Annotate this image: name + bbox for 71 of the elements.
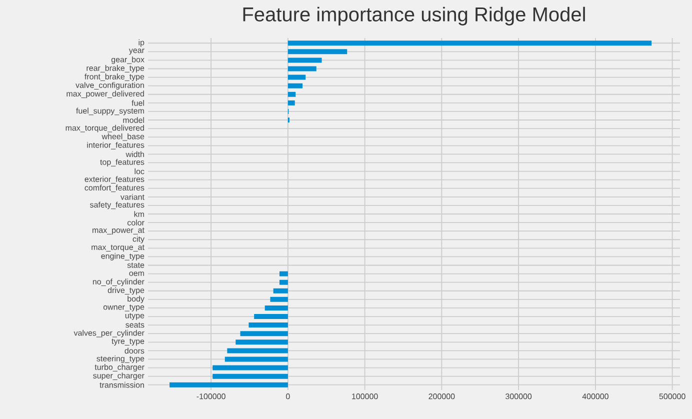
y-tick-label: body	[128, 296, 144, 304]
y-tick-label: interior_features	[87, 142, 144, 150]
y-tick-label: variant	[120, 194, 144, 200]
y-tick-label: ip	[138, 39, 144, 47]
y-tick-label: front_brake_type	[84, 74, 144, 82]
y-tick-label: steering_type	[96, 356, 144, 363]
y-tick-label: engine_type	[101, 252, 144, 260]
y-tick-label: gear_box	[111, 56, 144, 64]
bar	[212, 374, 288, 379]
y-tick-label: state	[127, 262, 144, 268]
bar	[227, 348, 288, 354]
y-tick-label: max_torque_delivered	[66, 124, 144, 132]
y-tick-label: super_charger	[93, 372, 144, 380]
y-tick-label: rear_brake_type	[86, 65, 144, 72]
bar	[170, 382, 288, 388]
y-tick-label: tyre_type	[112, 338, 144, 346]
y-tick-label: owner_type	[103, 304, 144, 312]
x-tick-label: -100000	[196, 394, 226, 400]
y-tick-label: valve_configuration	[76, 82, 144, 90]
y-tick-label: top_features	[100, 159, 144, 166]
y-tick-label: drive_type	[108, 287, 144, 295]
bar	[236, 340, 288, 345]
y-tick-label: utype	[125, 313, 144, 320]
bar	[273, 288, 288, 294]
y-tick-label: oem	[129, 272, 144, 276]
y-tick-label: exterior_features	[84, 176, 144, 184]
y-tick-label: doors	[124, 348, 144, 354]
x-tick-label: 0	[286, 394, 290, 400]
x-tick-label: 500000	[659, 394, 686, 400]
x-tick-label: 300000	[506, 394, 532, 400]
y-tick-label: turbo_charger	[94, 364, 144, 372]
bar	[264, 305, 288, 310]
y-tick-label: max_torque_at	[92, 244, 144, 252]
y-tick-label: fuel_suppy_system	[76, 108, 144, 116]
bar	[212, 365, 288, 370]
y-tick-label: seats	[126, 322, 144, 328]
y-tick-label: transmission	[100, 382, 144, 388]
y-tick-label: city	[132, 236, 144, 244]
bar	[254, 314, 288, 320]
y-tick-label: max_power_delivered	[66, 90, 144, 98]
y-tick-label: loc	[134, 168, 144, 174]
y-tick-label: width	[126, 151, 144, 158]
bar	[270, 296, 288, 302]
x-tick-label: 400000	[582, 394, 608, 400]
bar	[248, 322, 288, 328]
y-tick-label: max_power_at	[92, 228, 144, 234]
x-tick-label: 200000	[428, 394, 455, 400]
y-tick-label: km	[134, 211, 144, 217]
y-tick-label: year	[128, 48, 144, 55]
bar	[288, 83, 303, 88]
bar	[288, 100, 295, 106]
y-tick-label: model	[123, 117, 144, 123]
y-tick-label: comfort_features	[84, 184, 144, 192]
bar	[288, 74, 306, 80]
y-tick-label: wheel_base	[102, 133, 144, 141]
bar	[224, 356, 288, 362]
bar	[288, 66, 316, 72]
bar	[288, 40, 652, 46]
y-tick-label: no_of_cylinder	[92, 278, 144, 286]
bar	[279, 280, 288, 285]
y-tick-label: color	[127, 220, 144, 226]
bar	[288, 49, 348, 54]
bar	[288, 58, 322, 63]
bar	[240, 331, 288, 336]
bar	[279, 271, 288, 276]
y-tick-label: fuel	[132, 100, 144, 106]
chart-title: Feature importance using Ridge Model	[243, 6, 585, 26]
bar	[288, 92, 296, 97]
x-tick-label: 100000	[352, 394, 378, 400]
y-tick-label: valves_per_cylinder	[74, 330, 144, 338]
y-tick-label: safety_features	[90, 202, 144, 210]
